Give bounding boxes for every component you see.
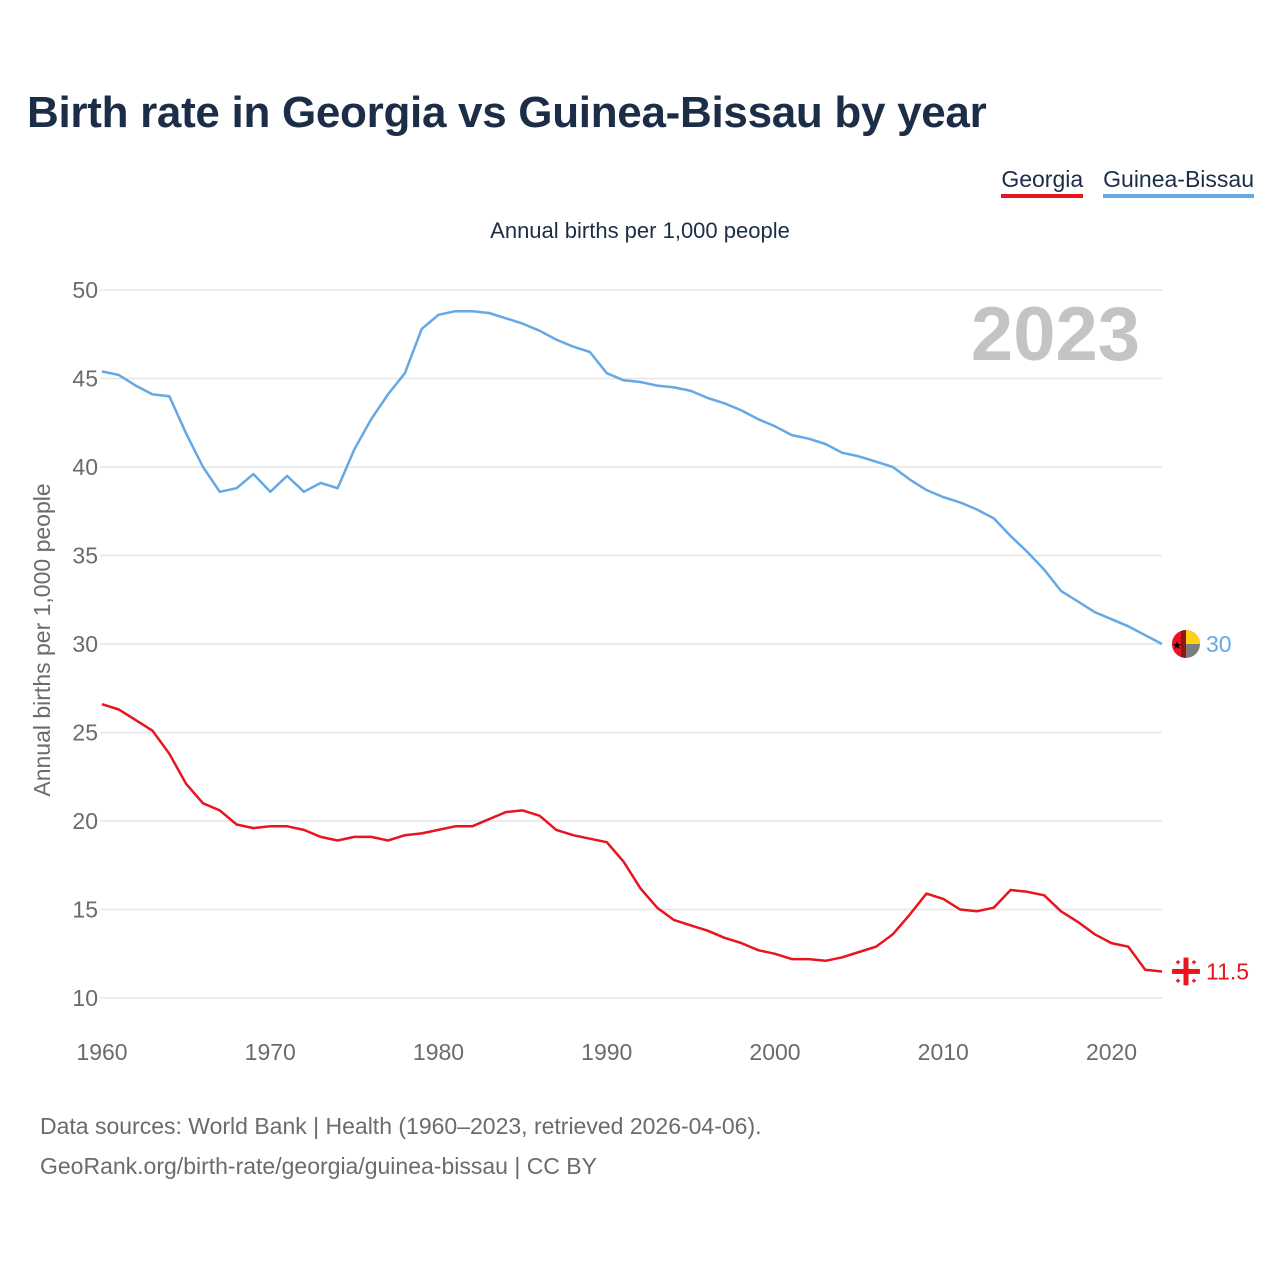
x-tick-label: 1980	[413, 1039, 464, 1065]
x-tick-label: 2020	[1086, 1039, 1137, 1065]
legend-item-georgia[interactable]: Georgia	[1001, 166, 1084, 198]
year-watermark: 2023	[971, 292, 1140, 377]
svg-text:★: ★	[1172, 640, 1182, 652]
x-tick-label: 1970	[245, 1039, 296, 1065]
y-axis-label: Annual births per 1,000 people	[29, 483, 55, 796]
x-tick-label: 2000	[749, 1039, 800, 1065]
end-label-georgia: 11.5	[1206, 958, 1249, 984]
series-line-georgia	[101, 703, 1163, 973]
y-tick-label: 45	[72, 366, 98, 392]
y-tick-label: 35	[72, 543, 98, 569]
grid-lines	[100, 289, 1162, 999]
source-line-link[interactable]: GeoRank.org/birth-rate/georgia/guinea-bi…	[40, 1153, 597, 1179]
x-tick-label: 2010	[918, 1039, 969, 1065]
georgia-flag-icon	[1172, 957, 1200, 986]
line-chart: 10 15 20 25 30 35 40 45 50 1960 1970 1980 1990 2000 2…	[29, 277, 1249, 1065]
end-label-guinea-bissau: 30	[1206, 631, 1232, 657]
y-tick-label: 40	[72, 454, 98, 480]
y-tick-label: 25	[72, 720, 98, 746]
series-lines	[101, 309, 1163, 973]
legend: Georgia Guinea-Bissau	[1001, 166, 1254, 198]
chart-title: Birth rate in Georgia vs Guinea-Bissau b…	[27, 88, 987, 137]
x-tick-label: 1960	[76, 1039, 127, 1065]
y-tick-label: 30	[72, 631, 98, 657]
guinea-bissau-flag-icon: ★	[1172, 630, 1200, 658]
legend-item-guinea-bissau[interactable]: Guinea-Bissau	[1103, 166, 1254, 198]
series-line-guinea-bissau	[101, 309, 1163, 646]
y-tick-label: 15	[72, 897, 98, 923]
y-tick-label: 10	[72, 985, 98, 1011]
chart-subtitle: Annual births per 1,000 people	[490, 218, 790, 243]
x-axis-ticks: 1960 1970 1980 1990 2000 2010 2020	[76, 1039, 1137, 1065]
source-footer: Data sources: World Bank | Health (1960–…	[40, 1106, 762, 1186]
y-tick-label: 20	[72, 808, 98, 834]
source-line-data: Data sources: World Bank | Health (1960–…	[40, 1113, 762, 1139]
y-axis-ticks: 10 15 20 25 30 35 40 45 50	[72, 277, 98, 1011]
x-tick-label: 1990	[581, 1039, 632, 1065]
y-tick-label: 50	[72, 277, 98, 303]
